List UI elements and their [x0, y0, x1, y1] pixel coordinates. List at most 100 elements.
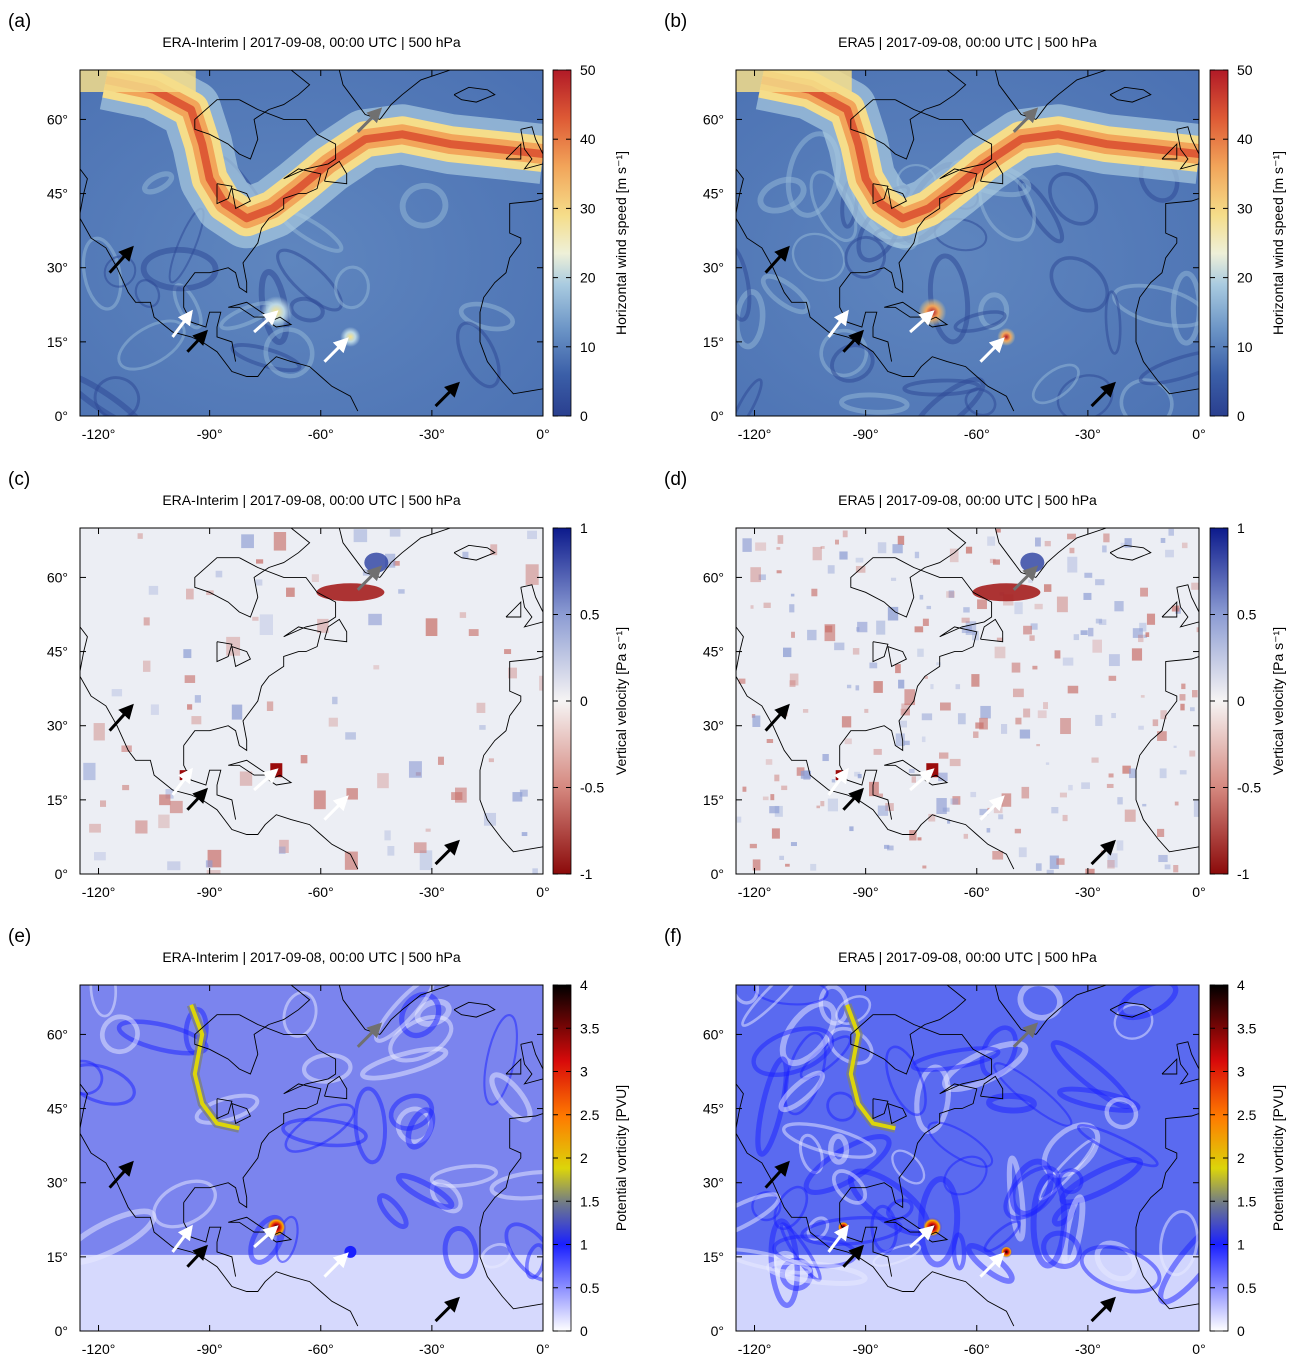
coastline: [1035, 70, 1107, 120]
omega-cell: [820, 545, 825, 549]
omega-cell: [834, 642, 845, 651]
colorbar-tick-label: -1: [580, 866, 593, 882]
coastline: [1135, 1113, 1199, 1310]
omega-cell: [770, 794, 775, 801]
omega-cell: [926, 605, 932, 610]
omega-cell: [1098, 619, 1107, 626]
omega-cell: [1073, 634, 1080, 641]
omega-cell: [1092, 639, 1103, 653]
omega-cell: [384, 830, 391, 841]
omega-cell: [922, 865, 927, 869]
panel-title: ERA-Interim | 2017-09-08, 00:00 UTC | 50…: [162, 34, 461, 50]
x-tick-label: 0°: [1192, 1341, 1205, 1357]
coastline: [924, 528, 967, 568]
omega-cell: [1085, 868, 1095, 874]
field-background: [736, 528, 1199, 874]
x-tick-label: -90°: [197, 884, 223, 900]
omega-cell: [194, 695, 201, 703]
coastline: [1176, 584, 1199, 628]
colorbar-tick-label: 10: [1237, 339, 1253, 355]
panel-letter: (d): [664, 469, 687, 490]
omega-cell: [1067, 685, 1079, 694]
wind-swirl: [830, 343, 875, 383]
omega-cell: [1001, 793, 1012, 807]
arrow-black: [434, 381, 460, 408]
panel-title: ERA5 | 2017-09-08, 00:00 UTC | 500 hPa: [838, 949, 1097, 965]
arrow-white: [979, 1252, 1005, 1278]
omega-cell: [377, 773, 389, 789]
omega-cell: [121, 745, 132, 752]
omega-cell: [1023, 708, 1031, 718]
omega-cell: [766, 739, 774, 744]
pv-filament: [891, 1149, 926, 1185]
omega-cell: [849, 826, 854, 832]
coastline: [1035, 528, 1107, 578]
wind-swirl: [902, 378, 981, 397]
omega-cell: [167, 861, 181, 871]
pv-filament: [800, 1216, 903, 1246]
colorbar-tick-label: 30: [1237, 200, 1253, 216]
omega-cell: [1018, 847, 1027, 858]
pv-filament: [89, 985, 118, 1018]
omega-cell: [1190, 707, 1195, 712]
coastline: [839, 99, 993, 294]
coastline: [1109, 86, 1152, 103]
colorbar-tick-label: 20: [580, 270, 596, 286]
pv-filament: [942, 1040, 1029, 1092]
colorbar-tick-label: 0.5: [1237, 607, 1257, 623]
omega-cell: [776, 570, 782, 574]
omega-cell: [917, 648, 924, 657]
omega-cell: [1193, 800, 1199, 817]
omega-cell: [1146, 613, 1156, 625]
omega-cell: [939, 752, 949, 759]
omega-cell: [413, 842, 427, 854]
panel-letter: (c): [8, 469, 30, 490]
omega-cell: [812, 546, 822, 561]
omega-cell: [796, 767, 805, 776]
x-tick-label: -90°: [853, 1341, 879, 1357]
wind-swirl: [140, 246, 219, 292]
omega-cell: [89, 823, 101, 833]
pv-filament: [1050, 1040, 1133, 1109]
omega-cell: [846, 684, 852, 689]
omega-cell: [841, 716, 852, 728]
colorbar-tick-label: 4: [1237, 977, 1245, 993]
wind-swirl: [1049, 256, 1110, 313]
wind-swirl: [93, 376, 141, 416]
omega-cell: [1139, 622, 1147, 632]
wind-swirl: [839, 392, 910, 415]
omega-cell: [256, 559, 264, 564]
colorbar-label: Vertical velocity [Pa s⁻¹]: [1270, 627, 1286, 775]
omega-cell: [924, 676, 928, 679]
arrow-black: [1090, 381, 1116, 408]
coastline: [194, 99, 270, 160]
x-tick-label: -60°: [964, 1341, 990, 1357]
arrow-white: [323, 795, 349, 821]
coastline: [183, 557, 337, 752]
omega-cell: [992, 851, 1004, 860]
omega-cell: [1019, 729, 1031, 739]
colorbar-tick-label: 1: [1237, 520, 1245, 536]
omega-cell: [873, 748, 882, 755]
omega-cell: [980, 705, 991, 719]
coastline: [887, 646, 908, 668]
omega-cell: [1124, 809, 1136, 822]
coastline: [479, 656, 543, 853]
coastline: [980, 160, 1004, 185]
omega-cell: [527, 530, 537, 540]
wind-swirl: [736, 244, 752, 322]
omega-cell: [1088, 627, 1094, 637]
panel-letter: (f): [664, 926, 682, 947]
x-tick-label: -90°: [853, 426, 879, 442]
coastline: [183, 99, 337, 294]
y-tick-label: 60°: [703, 569, 724, 585]
panel-a: (a) ERA-Interim | 2017-09-08, 00:00 UTC |…: [8, 11, 629, 442]
arctic-jet: [80, 70, 196, 92]
colorbar-tick-label: 3: [1237, 1064, 1245, 1080]
panel-b: (b) ERA5 | 2017-09-08, 00:00 UTC | 500 hP…: [664, 11, 1286, 442]
pv-filament: [301, 1052, 353, 1084]
omega-cell: [300, 755, 308, 764]
pv-filament: [835, 995, 872, 1025]
omega-cell: [1107, 860, 1115, 869]
panel-d: (d) ERA5 | 2017-09-08, 00:00 UTC | 500 hP…: [664, 469, 1286, 900]
